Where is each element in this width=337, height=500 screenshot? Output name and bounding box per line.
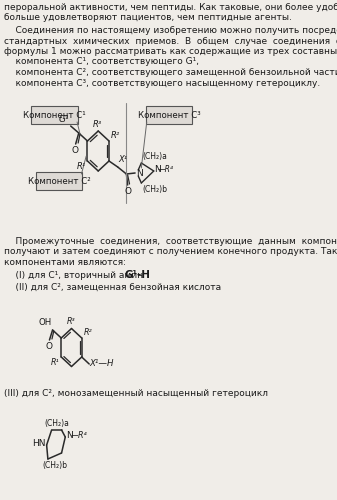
Text: компонентами являются:: компонентами являются: [4,258,126,267]
FancyBboxPatch shape [146,106,192,124]
Text: формулы 1 можно рассматривать как содержащие из трех составных частей:: формулы 1 можно рассматривать как содерж… [4,47,337,56]
Text: Компонент C³: Компонент C³ [138,110,201,120]
Text: R¹: R¹ [77,162,86,171]
Text: компонента C¹, соответствующего G¹,: компонента C¹, соответствующего G¹, [4,58,199,66]
Text: (CH₂)b: (CH₂)b [42,461,67,470]
FancyBboxPatch shape [31,106,78,124]
Text: —R⁴: —R⁴ [158,164,174,173]
Text: больше удовлетворяют пациентов, чем пептидные агенты.: больше удовлетворяют пациентов, чем пепт… [4,14,292,22]
Text: X¹—H: X¹—H [90,360,114,368]
Text: (CH₂)b: (CH₂)b [142,185,167,194]
Text: N: N [66,432,73,440]
Text: компонента C², соответствующего замещенной бензоильной части,: компонента C², соответствующего замещенн… [4,68,337,77]
Text: Компонент C¹: Компонент C¹ [23,110,86,120]
Text: OH: OH [38,318,51,327]
Text: R³: R³ [93,120,102,129]
Text: R²: R² [111,131,120,140]
FancyBboxPatch shape [36,172,82,190]
Text: (CH₂)a: (CH₂)a [142,152,167,161]
Text: (CH₂)a: (CH₂)a [44,419,69,428]
Text: O: O [125,187,132,196]
Text: HN: HN [32,440,45,448]
Text: R¹: R¹ [51,358,60,367]
Text: O: O [45,342,52,351]
Text: компонента C³, соответствующего насыщенному гетероциклу.: компонента C³, соответствующего насыщенн… [4,78,320,88]
Text: G¹-H: G¹-H [124,270,150,280]
Text: стандартных  химических  приемов.  В  общем  случае  соединения  общей: стандартных химических приемов. В общем … [4,36,337,46]
Text: (I) для C¹, вторичный амин: (I) для C¹, вторичный амин [4,270,143,280]
Text: получают и затем соединяют с получением конечного продукта. Такими тремя: получают и затем соединяют с получением … [4,248,337,256]
Text: Промежуточные  соединения,  соответствующие  данным  компонентам,: Промежуточные соединения, соответствующи… [4,237,337,246]
Text: пероральной активности, чем пептиды. Как таковые, они более удобны и: пероральной активности, чем пептиды. Как… [4,3,337,12]
Text: N: N [136,168,143,177]
Text: R³: R³ [67,318,76,326]
Text: Соединения по настоящему изобретению можно получить посредством: Соединения по настоящему изобретению мож… [4,26,337,35]
Text: —R⁴: —R⁴ [70,430,87,440]
Text: X¹: X¹ [118,155,127,164]
Text: G¹: G¹ [59,115,69,124]
Text: N: N [154,164,161,173]
Text: R²: R² [84,328,92,337]
Text: Компонент C²: Компонент C² [28,176,90,186]
Text: (II) для C², замещенная бензойная кислота: (II) для C², замещенная бензойная кислот… [4,283,221,292]
Text: O: O [71,146,79,155]
Text: (III) для C², монозамещенный насыщенный гетероцикл: (III) для C², монозамещенный насыщенный … [4,388,268,398]
